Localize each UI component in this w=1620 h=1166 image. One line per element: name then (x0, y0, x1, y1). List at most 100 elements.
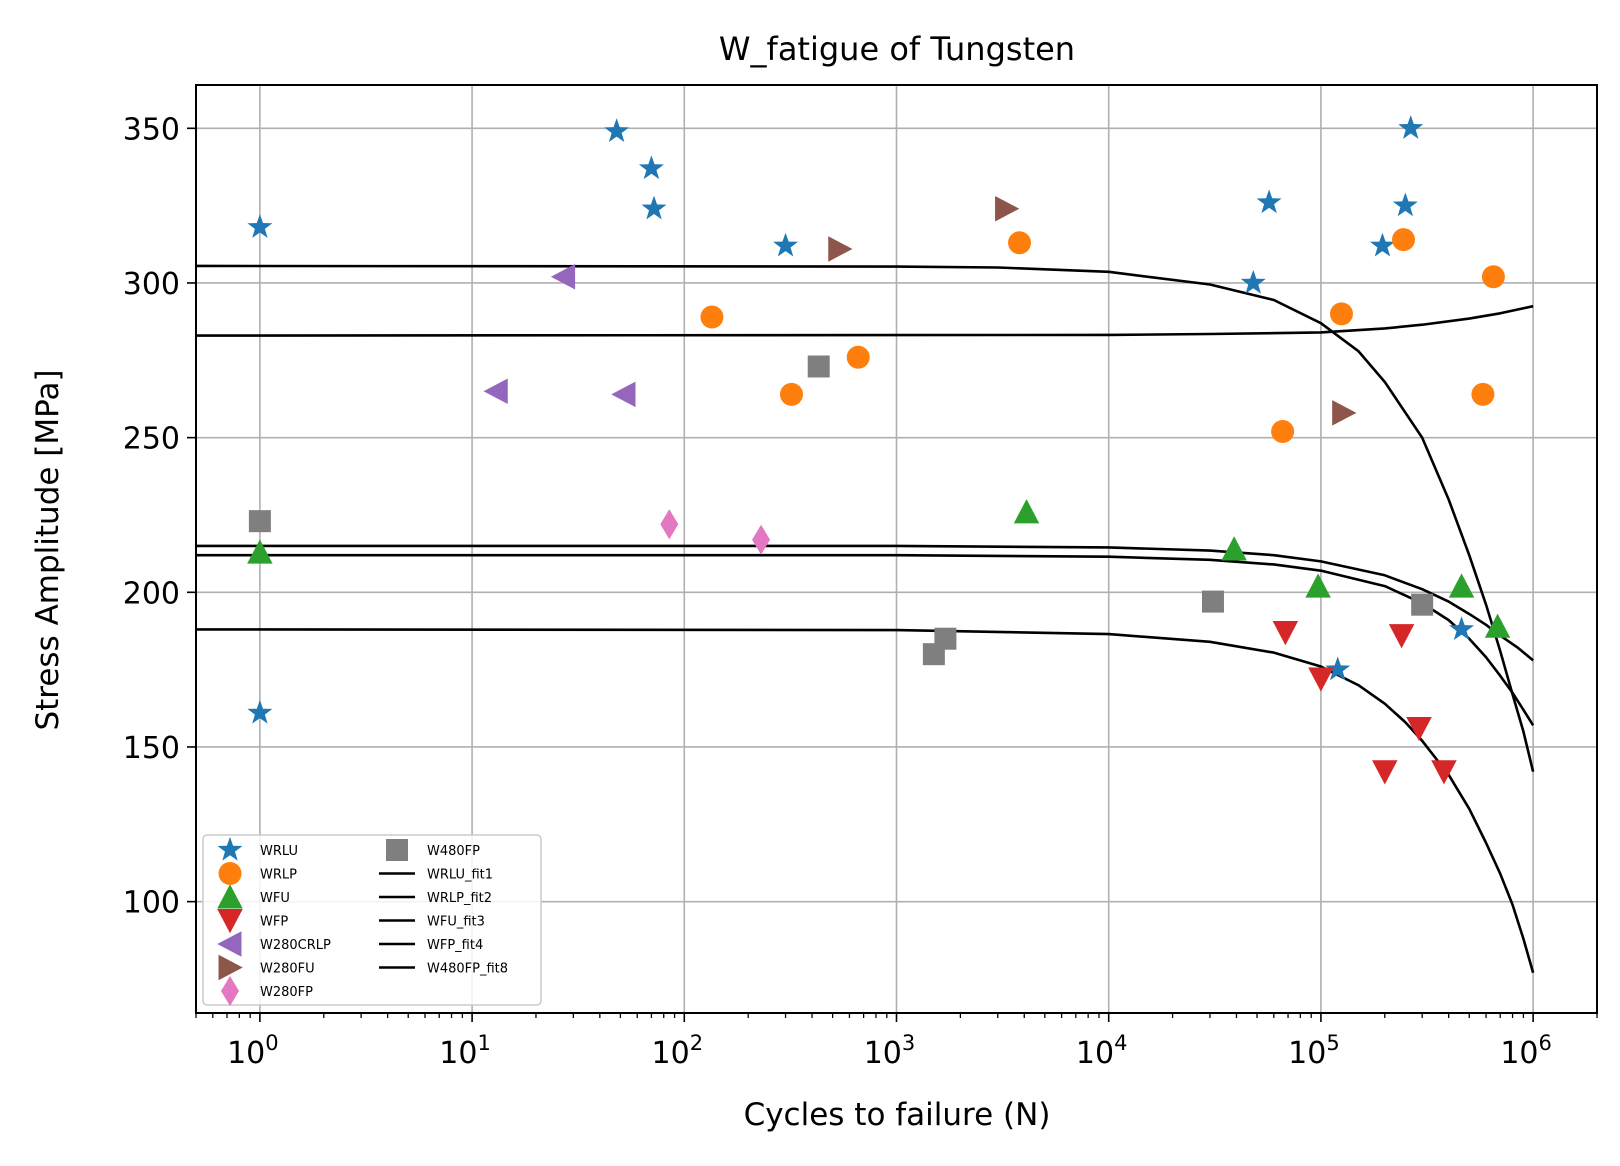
data-point-wfu (1484, 613, 1511, 638)
data-point-wfu (1013, 499, 1040, 524)
data-point-w480fp (1201, 590, 1224, 613)
legend-label: WRLP (260, 868, 297, 883)
axes-frame (195, 84, 1598, 1014)
data-point-wfp (1372, 760, 1398, 785)
data-point-wrlu (773, 232, 799, 257)
data-point-wrlu (1256, 189, 1282, 214)
legend-item-w480fp: W480FP (386, 839, 480, 861)
data-point-wrlu (247, 699, 273, 724)
data-point-wfu (1448, 573, 1475, 598)
data-point-wfu (1305, 573, 1331, 598)
series-w280fp (660, 509, 771, 555)
legend-label: WRLP_fit2 (427, 891, 492, 906)
data-point-w480fp (1411, 593, 1434, 616)
series-wrlp (700, 228, 1505, 443)
data-point-w480fp (248, 510, 271, 533)
data-point-w280fp (752, 524, 771, 555)
legend: WRLU WRLP WFU WFP W280CRLP W280FU W280FP W480FP… (202, 834, 542, 1006)
y-tick-label: 200 (123, 576, 180, 611)
legend-item-wfu: WFU (217, 884, 290, 909)
legend-item-wrlu-fit1: WRLU_fit1 (379, 868, 493, 883)
data-point-wrlp (700, 305, 724, 329)
legend-label: WRLU (260, 844, 298, 859)
legend-item-w280fp: W280FP (221, 976, 313, 1006)
series-wfp (1272, 621, 1457, 785)
data-point-wrlp (1481, 265, 1505, 289)
x-tick-label: 106 (1500, 1031, 1552, 1071)
legend-item-wrlp: WRLP (218, 862, 297, 885)
data-point-wfu (247, 539, 273, 564)
x-tick-label: 100 (227, 1031, 279, 1071)
legend-label: WFU_fit3 (427, 915, 485, 930)
legend-label: WFU (260, 891, 290, 906)
data-point-wrlu (638, 155, 664, 180)
data-point-wrlu (641, 195, 667, 220)
legend-marker-swatch (217, 909, 243, 934)
legend-marker-swatch (218, 954, 243, 981)
x-tick-label: 104 (1076, 1031, 1128, 1071)
data-point-w480fp (807, 355, 830, 378)
legend-item-wfp: WFP (217, 909, 288, 934)
data-point-wrlu (247, 214, 273, 238)
axis-ticks: 100 101 102 103 104 105 106 100 150 200 250 300 350 (123, 112, 1598, 1071)
legend-marker-swatch (217, 884, 243, 909)
data-point-w280fu (995, 195, 1020, 222)
legend-item-w280crlp: W280CRLP (217, 931, 331, 957)
x-tick-label: 103 (864, 1031, 916, 1071)
data-point-wrlp (1271, 419, 1295, 443)
x-tick-label: 102 (652, 1031, 704, 1071)
x-axis-label: Cycles to failure (N) (744, 1097, 1051, 1133)
legend-item-w280fu: W280FU (218, 954, 315, 981)
fit-line-wrlu-fit1 (196, 264, 1535, 773)
legend-item-wrlp-fit2: WRLP_fit2 (379, 891, 492, 906)
data-point-wrlp (779, 382, 803, 406)
fit-line-wrlp-fit2 (196, 304, 1534, 337)
y-tick-label: 150 (123, 731, 180, 766)
legend-label: W480FP (427, 844, 480, 859)
data-point-w280crlp (550, 264, 576, 290)
data-point-w280fu (1332, 400, 1357, 426)
legend-label: W280CRLP (260, 938, 331, 953)
data-point-wrlu (604, 118, 630, 143)
data-point-wrlu (1325, 656, 1351, 681)
data-point-wrlp (1471, 382, 1495, 406)
plot-area: 100 101 102 103 104 105 106 100 150 200 250 300 350 W… (123, 84, 1598, 1071)
series-wfu (247, 499, 1511, 638)
series-w480fp (248, 355, 1434, 666)
y-tick-label: 100 (123, 886, 180, 921)
data-point-wrlu (1369, 232, 1395, 257)
chart-title: W_fatigue of Tungsten (719, 30, 1075, 68)
y-tick-label: 350 (123, 112, 180, 147)
legend-frame (202, 834, 542, 1006)
data-point-wrlp (1008, 231, 1032, 255)
data-point-wrlu (1449, 616, 1475, 641)
data-point-wfp (1308, 667, 1334, 692)
legend-label: W280FP (260, 985, 313, 1000)
series-w280crlp (483, 264, 636, 408)
data-point-wfp (1431, 760, 1457, 785)
data-point-w480fp (934, 627, 957, 650)
data-point-wrlp (1391, 228, 1415, 252)
data-point-wrlu (1240, 269, 1266, 294)
legend-item-wfu-fit3: WFU_fit3 (379, 915, 485, 930)
legend-label: W280FU (260, 962, 315, 977)
legend-label: WRLU_fit1 (427, 868, 493, 883)
data-point-w280fp (660, 509, 679, 540)
legend-label: WFP_fit4 (427, 938, 483, 953)
y-tick-label: 300 (123, 267, 180, 302)
y-axis-label: Stress Amplitude [MPa] (30, 369, 66, 730)
data-point-wrlp (1329, 302, 1353, 326)
fit-line-wfp-fit4 (196, 628, 1535, 974)
x-tick-label: 101 (439, 1031, 491, 1071)
data-point-w280crlp (483, 378, 508, 404)
legend-marker-swatch (217, 836, 243, 861)
data-point-wfp (1388, 624, 1415, 649)
data-point-wrlu (1392, 192, 1418, 217)
legend-marker-swatch (221, 976, 239, 1006)
data-point-wrlp (846, 345, 870, 369)
series-wrlu (247, 115, 1475, 724)
legend-marker-swatch (218, 862, 242, 885)
data-point-wfp (1406, 716, 1432, 742)
data-point-wfp (1272, 621, 1299, 646)
